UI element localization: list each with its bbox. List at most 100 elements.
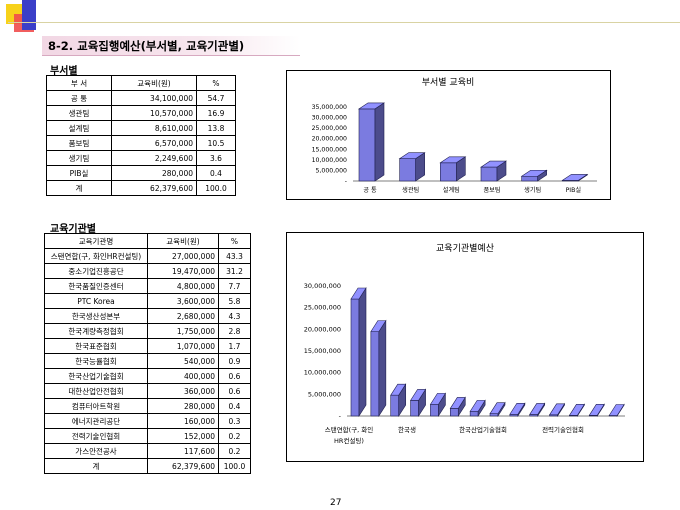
inst-ytick-label: 5,000,000 [308,390,341,398]
dept-name-cell: PIB실 [46,165,112,181]
inst-name-cell: 에너지관리공단 [44,413,148,429]
inst-row: 한국생산성본부 2,680,000 4.3 [44,308,251,324]
title-divider-line [8,22,680,23]
inst-row: PTC Korea 3,600,000 5.8 [44,293,251,309]
inst-table-header: 교육기관명 교육비(원) % [44,233,251,249]
slide-title: 8-2. 교육집행예산(부서별, 교육기관별) [42,36,300,56]
inst-section-label: 교육기관별 [50,224,96,235]
dept-pct-cell: 54.7 [196,90,236,106]
dept-xtick-label: PIB실 [566,186,582,194]
dept-name-cell: 계 [46,180,112,196]
dept-name-cell: 생관팀 [46,105,112,121]
inst-pct-cell: 7.7 [218,278,251,294]
inst-row: 한국표준협회 1,070,000 1.7 [44,338,251,354]
inst-bar [410,388,427,418]
dept-ytick-label: 35,000,000 [312,104,347,111]
dept-row: 설계팀 8,610,000 13.8 [46,120,236,136]
dept-xtick-label: 공 통 [363,187,377,194]
inst-cost-cell: 540,000 [147,353,219,369]
inst-name-cell: 컴퓨터아트학원 [44,398,148,414]
dept-ytick-label: 15,000,000 [312,146,347,153]
inst-bar [489,401,506,418]
inst-ytick-label: 10,000,000 [304,369,341,377]
dept-row: 공 통 34,100,000 54.7 [46,90,236,106]
dept-xtick-label: 설계팀 [443,186,460,194]
dept-pct-cell: 13.8 [196,120,236,136]
dept-cost-cell: 2,249,600 [111,150,197,166]
inst-chart: 교육기관별예산 - 5,000,000 10,000,000 15,000,000 20,… [286,232,644,462]
dept-bar [520,169,548,182]
inst-bar [549,402,566,418]
inst-ytick-label: 25,000,000 [304,304,341,312]
dept-bar [561,173,589,182]
inst-cost-cell: 2,680,000 [147,308,219,324]
dept-name-cell: 품보팀 [46,135,112,151]
inst-bar [509,402,526,418]
inst-ytick-label: - [339,412,342,420]
inst-name-cell: 중소기업진흥공단 [44,263,148,279]
inst-name-cell: 전력기술인협회 [44,428,148,444]
inst-xtick-label: HR컨설팅) [334,436,364,445]
inst-cost-cell: 360,000 [147,383,219,399]
inst-xtick-label: 전력기술인협회 [542,425,584,434]
inst-bar [350,286,367,418]
inst-pct-cell: 43.3 [218,248,251,264]
inst-bar [370,319,387,418]
inst-bar [429,392,446,418]
inst-cost-cell: 4,800,000 [147,278,219,294]
dept-xtick-label: 생기팀 [524,186,541,194]
inst-row: 컴퓨터아트학원 280,000 0.4 [44,398,251,414]
inst-bar [588,403,605,418]
inst-cost-cell: 152,000 [147,428,219,444]
inst-name-cell: 대한산업안전협회 [44,383,148,399]
dept-cost-cell: 6,570,000 [111,135,197,151]
inst-name-cell: 한국능률협회 [44,353,148,369]
inst-name-cell: PTC Korea [44,293,148,309]
inst-row: 가스안전공사 117,600 0.2 [44,443,251,459]
dept-row: 생관팀 10,570,000 16.9 [46,105,236,121]
inst-name-cell: 계 [44,458,148,474]
dept-ytick-label: 10,000,000 [312,157,347,164]
inst-bar [469,399,486,418]
inst-bar [390,383,407,418]
inst-name-cell: 한국산업기술협회 [44,368,148,384]
inst-name-cell: 가스안전공사 [44,443,148,459]
inst-chart-title: 교육기관별예산 [436,243,494,254]
inst-cost-cell: 1,750,000 [147,323,219,339]
inst-cost-cell: 27,000,000 [147,248,219,264]
dept-ytick-label: 5,000,000 [316,167,348,174]
dept-col-dept: 부 서 [46,75,112,91]
inst-row: 중소기업진흥공단 19,470,000 31.2 [44,263,251,279]
inst-pct-cell: 4.3 [218,308,251,324]
inst-pct-cell: 1.7 [218,338,251,354]
dept-bar [358,102,385,182]
dept-pct-cell: 16.9 [196,105,236,121]
inst-chart-svg: 교육기관별예산 - 5,000,000 10,000,000 15,000,000 20,… [304,243,625,445]
inst-table: 교육기관명 교육비(원) % 스탠연합(구, 화인HR컨설팅) 27,000,00… [44,233,251,474]
dept-col-pct: % [196,75,236,91]
dept-chart-svg: 부서별 교육비 - 5,000,000 10,000,000 15,000,000 20,… [312,77,597,194]
dept-pct-cell: 3.6 [196,150,236,166]
inst-cost-cell: 160,000 [147,413,219,429]
inst-ytick-label: 20,000,000 [304,325,341,333]
inst-row: 에너지관리공단 160,000 0.3 [44,413,251,429]
inst-pct-cell: 0.6 [218,368,251,384]
dept-xtick-label: 품보팀 [483,186,500,194]
inst-pct-cell: 0.2 [218,428,251,444]
inst-xtick-label: 한국산업기술협회 [459,425,507,434]
corner-decoration [0,0,40,40]
inst-pct-cell: 0.4 [218,398,251,414]
inst-name-cell: 한국계량측정협회 [44,323,148,339]
dept-cost-cell: 280,000 [111,165,197,181]
inst-row: 계 62,379,600 100.0 [44,458,251,474]
inst-ytick-label: 15,000,000 [304,347,341,355]
dept-cost-cell: 34,100,000 [111,90,197,106]
inst-row: 스탠연합(구, 화인HR컨설팅) 27,000,000 43.3 [44,248,251,264]
inst-bar [449,396,466,418]
inst-cost-cell: 3,600,000 [147,293,219,309]
dept-ytick-label: 25,000,000 [312,125,347,132]
dept-pct-cell: 100.0 [196,180,236,196]
inst-col-pct: % [218,233,251,249]
inst-pct-cell: 0.2 [218,443,251,459]
inst-pct-cell: 5.8 [218,293,251,309]
